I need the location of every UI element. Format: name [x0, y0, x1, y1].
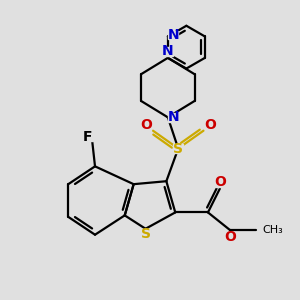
Bar — [215, 178, 225, 187]
Text: N: N — [167, 110, 179, 124]
Bar — [163, 47, 172, 56]
Text: O: O — [224, 230, 236, 244]
Bar — [226, 232, 235, 241]
Text: F: F — [83, 130, 92, 144]
Text: O: O — [204, 118, 216, 132]
Text: S: S — [140, 227, 151, 241]
Text: O: O — [214, 175, 226, 189]
Bar — [173, 144, 183, 153]
Text: O: O — [140, 118, 152, 132]
Bar — [142, 121, 151, 130]
Bar — [82, 132, 93, 141]
Text: S: S — [173, 142, 183, 155]
Text: N: N — [162, 44, 174, 58]
Bar — [205, 121, 215, 130]
Text: CH₃: CH₃ — [262, 225, 283, 235]
Bar — [168, 113, 178, 122]
Text: N: N — [167, 28, 179, 42]
Bar — [168, 31, 178, 39]
Bar — [140, 230, 151, 239]
